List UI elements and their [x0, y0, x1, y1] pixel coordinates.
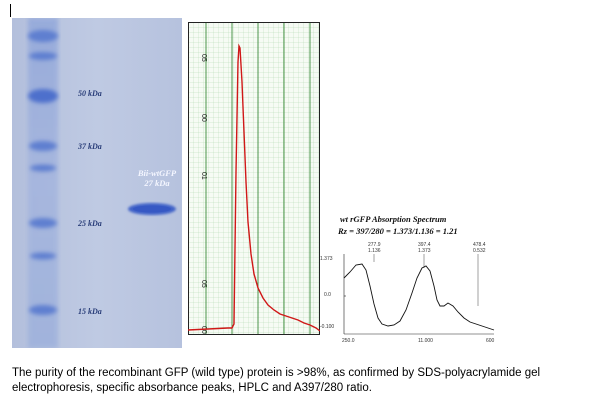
protein-name: Bii-wtGFP: [137, 168, 177, 178]
protein-size: 27 kDa: [144, 178, 170, 188]
gel-image: [12, 18, 182, 348]
marker-label-50: 50 kDa: [78, 89, 102, 98]
hplc-trace: [188, 43, 320, 332]
hplc-chromatogram: 05 00 01 05 00: [188, 22, 320, 335]
peak-abs-3: 0.532: [473, 248, 486, 254]
marker-label-37: 37 kDa: [78, 142, 102, 151]
protein-label: Bii-wtGFP 27 kDa: [126, 168, 182, 188]
sds-page-gel: 50 kDa 37 kDa 25 kDa 15 kDa Bii-wtGFP 27…: [12, 18, 182, 348]
peak-wavelength-1: 277.9: [368, 242, 381, 248]
text-cursor: [10, 4, 11, 17]
peak-wavelength-3: 478.4: [473, 242, 486, 248]
spectrum-y-label: 0.0: [324, 292, 331, 298]
peak-abs-2: 1.373: [418, 248, 431, 254]
spectrum-header: wt rGFP Absorption Spectrum Rz = 397/280…: [338, 213, 508, 237]
spectrum-x-label: 11.000: [418, 338, 433, 344]
marker-label-15: 15 kDa: [78, 307, 102, 316]
hplc-major-grid: [205, 22, 311, 335]
spectrum-x-label: 250.0: [342, 338, 355, 344]
hplc-tick-label: 05: [200, 54, 207, 62]
hplc-tick-label: 01: [200, 172, 207, 180]
spectrum-title: wt rGFP Absorption Spectrum: [340, 214, 447, 224]
figure-caption: The purity of the recombinant GFP (wild …: [12, 367, 541, 394]
spectrum-curve: [343, 263, 495, 331]
hplc-tick-label: 05: [200, 280, 207, 288]
absorption-spectrum: 277.9 1.136 397.4 1.373 478.4 0.532 1.37…: [320, 242, 495, 344]
spectrum-y-label: -0.100: [320, 324, 334, 330]
hplc-tick-label: 00: [200, 114, 207, 122]
hplc-tick-label: 00: [200, 326, 207, 334]
peak-wavelength-2: 397.4: [418, 242, 431, 248]
spectrum-y-label: 1.373: [320, 256, 333, 262]
spectrum-x-label: 600: [486, 338, 495, 344]
marker-label-25: 25 kDa: [78, 219, 102, 228]
peak-abs-1: 1.136: [368, 248, 381, 254]
spectrum-ratio: Rz = 397/280 = 1.373/1.136 = 1.21: [338, 226, 458, 236]
